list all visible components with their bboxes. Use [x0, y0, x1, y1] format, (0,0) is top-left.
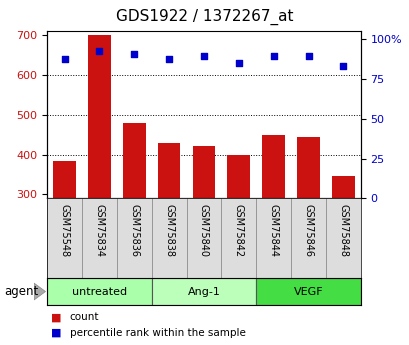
Bar	[151, 198, 186, 278]
Bar	[47, 198, 82, 278]
Text: GSM75842: GSM75842	[233, 204, 243, 257]
Bar	[151, 278, 256, 305]
Point	[270, 53, 276, 59]
Text: GDS1922 / 1372267_at: GDS1922 / 1372267_at	[116, 9, 293, 25]
Text: ■: ■	[51, 328, 62, 338]
Bar	[82, 198, 117, 278]
Text: GSM75834: GSM75834	[94, 204, 104, 257]
Text: VEGF: VEGF	[293, 287, 323, 296]
Text: untreated: untreated	[72, 287, 127, 296]
Text: ■: ■	[51, 312, 62, 322]
Point	[61, 57, 68, 62]
Text: GSM75846: GSM75846	[303, 204, 313, 257]
Bar	[331, 176, 354, 198]
Text: percentile rank within the sample: percentile rank within the sample	[70, 328, 245, 338]
Point	[96, 48, 103, 54]
Bar	[221, 198, 256, 278]
Bar	[186, 198, 221, 278]
Bar	[123, 124, 145, 198]
Text: agent: agent	[4, 285, 38, 298]
Text: GSM75836: GSM75836	[129, 204, 139, 257]
Point	[305, 53, 311, 59]
Text: Ang-1: Ang-1	[187, 287, 220, 296]
Point	[339, 63, 346, 69]
Bar	[157, 144, 180, 198]
Bar	[297, 137, 319, 198]
Point	[235, 60, 242, 66]
Bar	[227, 155, 249, 198]
Bar	[256, 278, 360, 305]
Point	[131, 52, 137, 57]
Text: GSM75840: GSM75840	[198, 204, 209, 257]
Bar	[117, 198, 151, 278]
Point	[166, 57, 172, 62]
Bar	[47, 278, 151, 305]
Text: GSM75838: GSM75838	[164, 204, 174, 257]
Bar	[262, 136, 284, 198]
Bar	[256, 198, 290, 278]
Bar	[88, 35, 110, 198]
Text: count: count	[70, 312, 99, 322]
Bar	[325, 198, 360, 278]
Text: GSM75844: GSM75844	[268, 204, 278, 257]
Text: GSM75848: GSM75848	[337, 204, 348, 257]
Bar	[192, 146, 215, 198]
Bar	[290, 198, 325, 278]
Point	[200, 53, 207, 59]
Polygon shape	[34, 283, 45, 300]
Text: GSM75548: GSM75548	[59, 204, 70, 257]
Bar	[53, 160, 76, 198]
